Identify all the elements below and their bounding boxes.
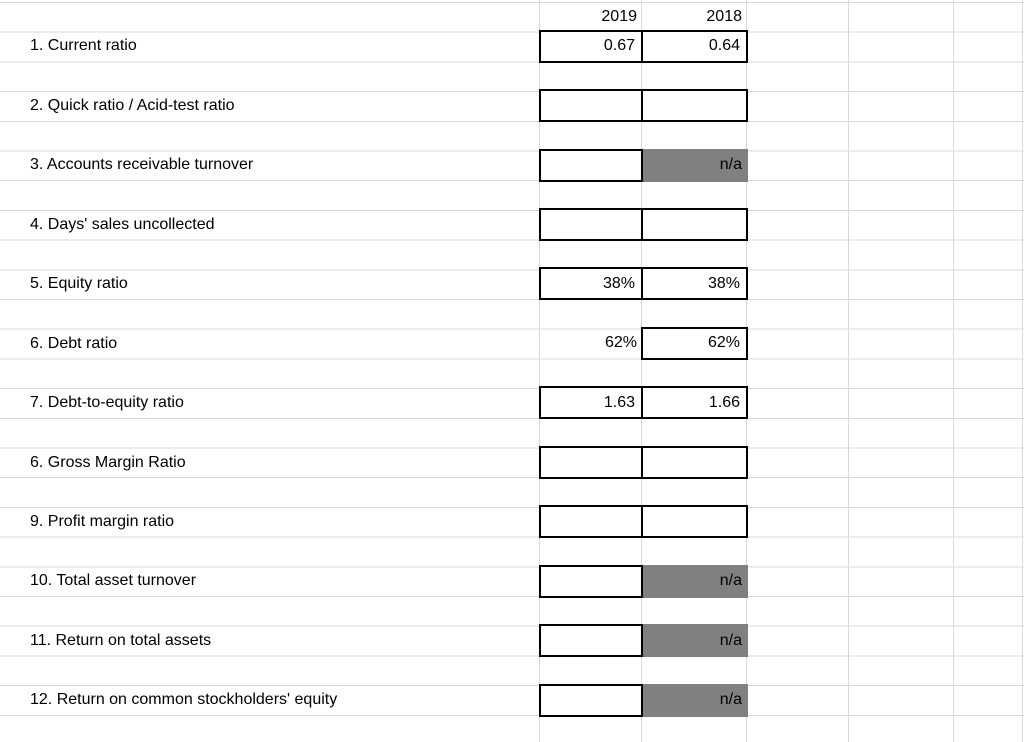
- table-row: 4. Days' sales uncollected: [0, 207, 1024, 241]
- cell-2019[interactable]: 1.63: [539, 386, 643, 420]
- table-row: 12. Return on common stockholders' equit…: [0, 683, 1024, 717]
- cell-2019[interactable]: [539, 564, 643, 598]
- cell-2018[interactable]: 0.64: [641, 29, 748, 63]
- table-row: 11. Return on total assets n/a: [0, 624, 1024, 658]
- table-row: 6. Gross Margin Ratio: [0, 445, 1024, 479]
- cell-2019[interactable]: [539, 148, 643, 182]
- table-row: 10. Total asset turnover n/a: [0, 564, 1024, 598]
- header-cell-2019[interactable]: 2019: [601, 7, 637, 25]
- table-row: 7. Debt-to-equity ratio 1.63 1.66: [0, 386, 1024, 420]
- table-row: 1. Current ratio 0.67 0.64: [0, 29, 1024, 63]
- table-row: 6. Debt ratio 62% 62%: [0, 326, 1024, 360]
- cell-2018-na[interactable]: n/a: [643, 564, 748, 598]
- cell-2019[interactable]: [539, 505, 643, 539]
- row-label-equity-ratio[interactable]: 5. Equity ratio: [30, 275, 128, 293]
- row-label-debt-ratio[interactable]: 6. Debt ratio: [30, 334, 118, 352]
- row-label-total-asset-turnover[interactable]: 10. Total asset turnover: [30, 572, 197, 590]
- cell-2018[interactable]: [641, 505, 748, 539]
- cell-2018[interactable]: [641, 207, 748, 241]
- table-row: 9. Profit margin ratio: [0, 505, 1024, 539]
- header-row: 2019 2018: [0, 2, 1024, 32]
- row-label-return-on-equity[interactable]: 12. Return on common stockholders' equit…: [30, 691, 338, 709]
- cell-2018-na[interactable]: n/a: [643, 683, 748, 717]
- table-row: 2. Quick ratio / Acid-test ratio: [0, 89, 1024, 122]
- column-gridline: [1022, 0, 1023, 742]
- column-gridline: [848, 0, 849, 742]
- cell-2018[interactable]: 1.66: [641, 386, 748, 420]
- cell-2019[interactable]: [539, 89, 643, 122]
- cell-2018-na[interactable]: n/a: [643, 148, 748, 182]
- row-label-current-ratio[interactable]: 1. Current ratio: [30, 37, 137, 55]
- column-gridline: [641, 0, 642, 742]
- header-cell-2018[interactable]: 2018: [706, 7, 742, 25]
- cell-2018[interactable]: 38%: [641, 267, 748, 301]
- row-label-quick-ratio[interactable]: 2. Quick ratio / Acid-test ratio: [30, 96, 235, 114]
- cell-2019[interactable]: 62%: [604, 334, 637, 352]
- row-label-days-sales[interactable]: 4. Days' sales uncollected: [30, 215, 215, 233]
- table-row: 5. Equity ratio 38% 38%: [0, 267, 1024, 301]
- column-gridline: [539, 0, 540, 742]
- cell-2019[interactable]: [539, 207, 643, 241]
- cell-2019[interactable]: [539, 624, 643, 658]
- row-label-ar-turnover[interactable]: 3. Accounts receivable turnover: [30, 156, 254, 174]
- cell-2018[interactable]: [641, 89, 748, 122]
- row-label-profit-margin[interactable]: 9. Profit margin ratio: [30, 513, 175, 531]
- cell-2019[interactable]: 38%: [539, 267, 643, 301]
- column-gridline: [953, 0, 954, 742]
- table-row: 3. Accounts receivable turnover n/a: [0, 148, 1024, 182]
- row-label-gross-margin[interactable]: 6. Gross Margin Ratio: [30, 453, 186, 471]
- column-gridline: [746, 0, 747, 742]
- cell-2019[interactable]: 0.67: [539, 29, 643, 63]
- cell-2018[interactable]: [641, 445, 748, 479]
- cell-2019[interactable]: [539, 683, 643, 717]
- cell-2018-na[interactable]: n/a: [643, 624, 748, 658]
- row-label-return-on-assets[interactable]: 11. Return on total assets: [30, 631, 212, 649]
- row-label-debt-to-equity[interactable]: 7. Debt-to-equity ratio: [30, 394, 184, 412]
- cell-2018[interactable]: 62%: [641, 326, 748, 360]
- cell-2019[interactable]: [539, 445, 643, 479]
